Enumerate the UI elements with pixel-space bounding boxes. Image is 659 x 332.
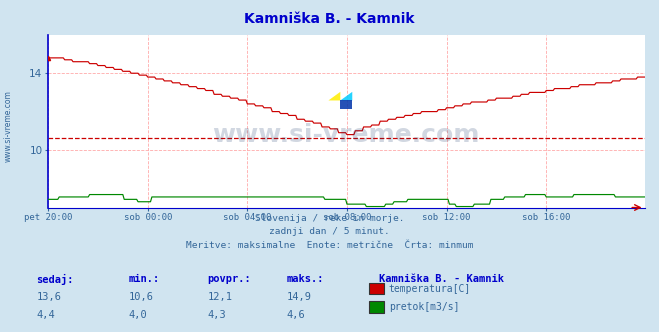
Polygon shape xyxy=(328,92,340,101)
Text: Slovenija / reke in morje.: Slovenija / reke in morje. xyxy=(255,214,404,223)
Text: 4,0: 4,0 xyxy=(129,310,147,320)
Text: www.si-vreme.com: www.si-vreme.com xyxy=(213,123,480,147)
Text: Kamniška B. - Kamnik: Kamniška B. - Kamnik xyxy=(379,274,504,284)
Polygon shape xyxy=(340,101,353,109)
Polygon shape xyxy=(340,92,353,101)
Text: min.:: min.: xyxy=(129,274,159,284)
Text: 12,1: 12,1 xyxy=(208,292,233,302)
Text: 10,6: 10,6 xyxy=(129,292,154,302)
Text: 4,4: 4,4 xyxy=(36,310,55,320)
Text: 14,9: 14,9 xyxy=(287,292,312,302)
Text: sedaj:: sedaj: xyxy=(36,274,74,285)
Text: temperatura[C]: temperatura[C] xyxy=(389,284,471,293)
Text: www.si-vreme.com: www.si-vreme.com xyxy=(3,90,13,162)
Text: Meritve: maksimalne  Enote: metrične  Črta: minmum: Meritve: maksimalne Enote: metrične Črta… xyxy=(186,241,473,250)
Text: pretok[m3/s]: pretok[m3/s] xyxy=(389,302,459,312)
Text: zadnji dan / 5 minut.: zadnji dan / 5 minut. xyxy=(269,227,390,236)
Text: povpr.:: povpr.: xyxy=(208,274,251,284)
Text: Kamniška B. - Kamnik: Kamniška B. - Kamnik xyxy=(244,12,415,26)
Text: 13,6: 13,6 xyxy=(36,292,61,302)
Text: 4,3: 4,3 xyxy=(208,310,226,320)
Text: maks.:: maks.: xyxy=(287,274,324,284)
Text: 4,6: 4,6 xyxy=(287,310,305,320)
